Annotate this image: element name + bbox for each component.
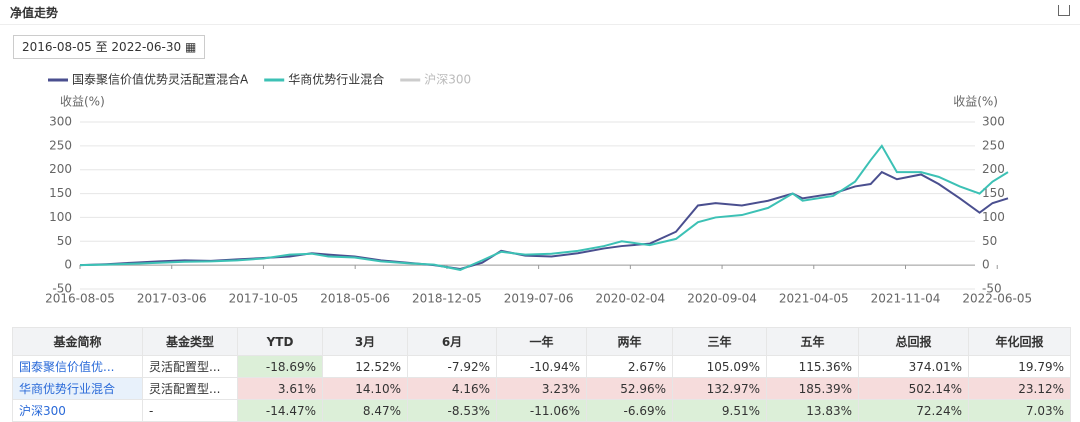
table-cell: 132.97% bbox=[672, 377, 767, 400]
y2-tick-label: 0 bbox=[982, 258, 990, 272]
y-tick-label: 150 bbox=[49, 186, 72, 200]
table-cell: 2.67% bbox=[586, 355, 673, 378]
table-cell[interactable]: 华商优势行业混合 bbox=[12, 377, 143, 400]
y-tick-label: 0 bbox=[64, 258, 72, 272]
x-tick-label: 2017-10-05 bbox=[229, 292, 299, 306]
y2-axis-label: 收益(%) bbox=[953, 95, 998, 109]
table-cell: -6.69% bbox=[586, 399, 673, 422]
header: 净值走势 bbox=[0, 0, 1080, 25]
y-tick-label: -50 bbox=[52, 282, 72, 296]
table-cell: -10.94% bbox=[496, 355, 587, 378]
table-cell: 23.12% bbox=[968, 377, 1071, 400]
start: 2016-08-05 bbox=[22, 40, 92, 54]
y2-tick-label: 50 bbox=[982, 234, 997, 248]
x-tick-label: 2021-04-05 bbox=[779, 292, 849, 306]
table-cell: 12.52% bbox=[322, 355, 408, 378]
x-tick-label: 2019-07-06 bbox=[504, 292, 574, 306]
sep: 至 bbox=[95, 40, 108, 54]
column-header: 两年 bbox=[586, 327, 673, 356]
y-tick-label: 200 bbox=[49, 162, 72, 176]
column-header: 五年 bbox=[766, 327, 859, 356]
y-tick-label: 250 bbox=[49, 138, 72, 152]
table-cell: -8.53% bbox=[407, 399, 497, 422]
table-row: 华商优势行业混合 灵活配置型... 3.61% 14.10% 4.16% 3.23% 52.… bbox=[12, 377, 1071, 400]
y-tick-label: 100 bbox=[49, 210, 72, 224]
table-cell: 14.10% bbox=[322, 377, 408, 400]
table-cell: - bbox=[142, 399, 238, 422]
x-tick-label: 2022-06-05 bbox=[962, 292, 1032, 306]
table-cell: 115.36% bbox=[766, 355, 859, 378]
column-header: 6月 bbox=[407, 327, 497, 356]
chart: 收益(%) 收益(%) -50 0 50 100 150 200 250 300 -50 0 50 1… bbox=[45, 72, 1032, 306]
column-header: 三年 bbox=[672, 327, 767, 356]
table-cell: -14.47% bbox=[237, 399, 323, 422]
table-cell: -11.06% bbox=[496, 399, 587, 422]
table-cell: 3.61% bbox=[237, 377, 323, 400]
table: 基金简称 基金类型 YTD 3月 6月 一年 两年 三年 五年 总回报 年化回报 国泰聚信价值优...… bbox=[12, 327, 1071, 422]
column-header: 年化回报 bbox=[968, 327, 1071, 356]
table-row: 沪深300- -14.47% 8.47% -8.53% -11.06% -6.69% 9.5… bbox=[12, 399, 1071, 422]
table-cell: 9.51% bbox=[672, 399, 767, 422]
table-cell[interactable]: 沪深300 bbox=[12, 399, 143, 422]
table-cell: 105.09% bbox=[672, 355, 767, 378]
legend-label: 华商优势行业混合 bbox=[288, 72, 384, 87]
table-cell: 13.83% bbox=[766, 399, 859, 422]
x-tick-label: 2017-03-06 bbox=[137, 292, 207, 306]
x-tick-label: 2020-09-04 bbox=[687, 292, 757, 306]
column-header: 3月 bbox=[322, 327, 408, 356]
column-header: YTD bbox=[237, 327, 323, 356]
table-cell: 7.03% bbox=[968, 399, 1071, 422]
table-cell: -7.92% bbox=[407, 355, 497, 378]
date-range[interactable]: 2016-08-05 至 2022-06-30 ▦ bbox=[13, 35, 206, 59]
x-tick-label: 2018-05-06 bbox=[320, 292, 390, 306]
table-cell: 灵活配置型... bbox=[142, 377, 238, 400]
column-header: 基金简称 bbox=[12, 327, 143, 356]
table-cell[interactable]: 国泰聚信价值优... bbox=[12, 355, 143, 378]
table-cell: 72.24% bbox=[858, 399, 969, 422]
table-cell: 4.16% bbox=[407, 377, 497, 400]
y2-tick-label: 250 bbox=[982, 138, 1005, 152]
y2-tick-label: 200 bbox=[982, 162, 1005, 176]
y-tick-label: 300 bbox=[49, 115, 72, 129]
y-tick-label: 50 bbox=[57, 234, 72, 248]
x-tick-label: 2016-08-05 bbox=[45, 292, 115, 306]
line-series bbox=[79, 144, 1009, 271]
end: 2022-06-30 bbox=[111, 40, 182, 54]
y2-tick-label: 300 bbox=[982, 115, 1005, 129]
table-cell: -18.69% bbox=[237, 355, 323, 378]
x-tick-label: 2021-11-04 bbox=[871, 292, 941, 306]
table-cell: 52.96% bbox=[586, 377, 673, 400]
column-header: 一年 bbox=[496, 327, 587, 356]
table-cell: 502.14% bbox=[858, 377, 969, 400]
table-cell: 灵活配置型... bbox=[142, 355, 238, 378]
column-header: 基金类型 bbox=[142, 327, 238, 356]
table-row: 国泰聚信价值优... 灵活配置型... -18.69% 12.52% -7.92% -10… bbox=[12, 355, 1071, 378]
legend-label: 国泰聚信价值优势灵活配置混合A bbox=[72, 72, 249, 87]
x-tick-label: 2020-02-04 bbox=[595, 292, 665, 306]
y2-tick-label: -50 bbox=[982, 282, 1002, 296]
legend-label: 沪深300 bbox=[424, 73, 471, 87]
download-icon[interactable] bbox=[1058, 5, 1070, 16]
table-cell: 185.39% bbox=[766, 377, 859, 400]
title: 净值走势 bbox=[10, 6, 59, 20]
x-tick-label: 2018-12-05 bbox=[412, 292, 482, 306]
column-header: 总回报 bbox=[858, 327, 969, 356]
y2-tick-label: 150 bbox=[982, 186, 1005, 200]
table-cell: 374.01% bbox=[858, 355, 969, 378]
table-cell: 19.79% bbox=[968, 355, 1071, 378]
table-cell: 8.47% bbox=[322, 399, 408, 422]
y-axis-label: 收益(%) bbox=[60, 95, 105, 109]
y2-tick-label: 100 bbox=[982, 210, 1005, 224]
table-cell: 3.23% bbox=[496, 377, 587, 400]
